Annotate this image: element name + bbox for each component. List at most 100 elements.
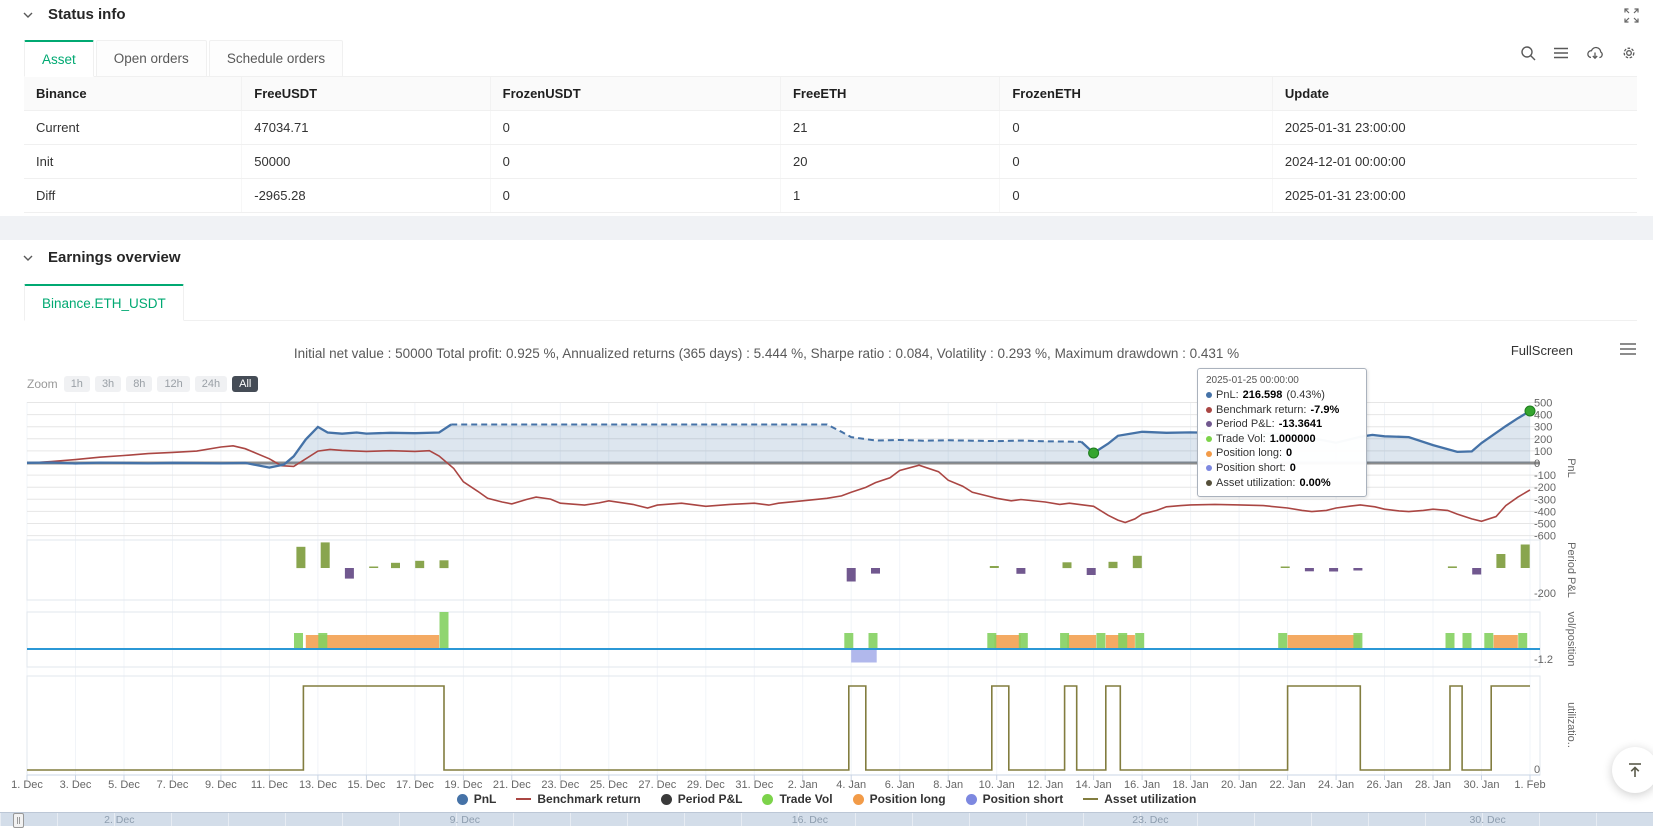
svg-text:utilizatio..: utilizatio.. xyxy=(1565,702,1577,748)
column-header-update: Update xyxy=(1272,77,1637,111)
status-table: Binance FreeUSDT FrozenUSDT FreeETH FrozenET… xyxy=(24,77,1637,213)
svg-text:20. Jan: 20. Jan xyxy=(1221,779,1257,790)
navigator-handle[interactable] xyxy=(13,813,24,828)
legend-item-position-short[interactable]: Position short xyxy=(965,792,1063,806)
table-row: Current 47034.71 0 21 0 2025-01-31 23:00:00 xyxy=(24,110,1637,145)
legend-item-trade-vol[interactable]: Trade Vol xyxy=(762,792,833,806)
gear-icon[interactable] xyxy=(1621,45,1637,61)
svg-text:200: 200 xyxy=(1534,434,1552,446)
earnings-tabbar-line xyxy=(24,284,1637,321)
cell: 2025-01-31 23:00:00 xyxy=(1272,110,1637,145)
svg-text:25. Dec: 25. Dec xyxy=(590,779,628,790)
zoom-button-all[interactable]: All xyxy=(232,376,259,392)
row-label[interactable]: Current xyxy=(24,110,243,145)
svg-text:-100: -100 xyxy=(1534,470,1556,482)
legend-item-position-long[interactable]: Position long xyxy=(852,792,946,806)
svg-text:8. Jan: 8. Jan xyxy=(933,779,963,790)
tooltip-row: Position long: 0 xyxy=(1206,446,1358,461)
svg-text:24. Jan: 24. Jan xyxy=(1318,779,1354,790)
chevron-down-icon[interactable] xyxy=(22,9,34,21)
svg-text:27. Dec: 27. Dec xyxy=(638,779,676,790)
zoom-button-3h[interactable]: 3h xyxy=(94,376,122,392)
expand-icon[interactable] xyxy=(1624,8,1639,23)
svg-text:16. Jan: 16. Jan xyxy=(1124,779,1160,790)
svg-text:18. Jan: 18. Jan xyxy=(1173,779,1209,790)
column-header-freeusdt: FreeUSDT xyxy=(241,77,491,111)
svg-text:15. Dec: 15. Dec xyxy=(347,779,385,790)
svg-text:26. Jan: 26. Jan xyxy=(1366,779,1402,790)
chart-menu-icon[interactable] xyxy=(1619,342,1637,356)
zoom-controls: Zoom 1h 3h 8h 12h 24h All xyxy=(27,376,259,392)
tab-binance-eth-usdt[interactable]: Binance.ETH_USDT xyxy=(24,284,184,321)
legend-item-benchmark-return[interactable]: Benchmark return xyxy=(516,792,641,806)
tooltip-row: Asset utilization: 0.00% xyxy=(1206,476,1358,491)
tooltip-series-dot-icon xyxy=(1206,479,1212,486)
tooltip-row: PnL: 216.598 (0.43%) xyxy=(1206,388,1358,403)
tooltip-series-dot-icon xyxy=(1206,465,1212,472)
svg-text:-600: -600 xyxy=(1534,531,1556,543)
cell: 0 xyxy=(490,178,781,213)
menu-icon[interactable] xyxy=(1553,45,1569,61)
svg-text:31. Dec: 31. Dec xyxy=(735,779,773,790)
tab-asset[interactable]: Asset xyxy=(24,40,94,77)
svg-text:0: 0 xyxy=(1534,764,1540,776)
tooltip-series-dot-icon xyxy=(1206,421,1212,428)
tooltip-row: Benchmark return: -7.9% xyxy=(1206,403,1358,418)
svg-text:21. Dec: 21. Dec xyxy=(493,779,531,790)
earnings-tabs: Binance.ETH_USDT xyxy=(24,284,186,321)
legend-dot-icon xyxy=(456,793,468,805)
svg-text:5. Dec: 5. Dec xyxy=(108,779,140,790)
legend-item-pnl[interactable]: PnL xyxy=(456,792,496,806)
svg-text:-1.2: -1.2 xyxy=(1534,654,1553,666)
svg-text:7. Dec: 7. Dec xyxy=(157,779,189,790)
legend-item-period-p-l[interactable]: Period P&L xyxy=(660,792,742,806)
tooltip-row: Position short: 0 xyxy=(1206,461,1358,476)
cell: 2025-01-31 23:00:00 xyxy=(1272,178,1637,213)
chart-tooltip: 2025-01-25 00:00:00 PnL: 216.598 (0.43%)… xyxy=(1197,368,1367,498)
svg-text:30. Jan: 30. Jan xyxy=(1463,779,1499,790)
chart-region: Initial net value : 50000 Total profit: … xyxy=(0,330,1653,828)
scroll-top-button[interactable] xyxy=(1612,747,1653,793)
row-label: Init xyxy=(24,144,243,179)
row-label: Diff xyxy=(24,178,243,213)
scroll-top-icon xyxy=(1629,763,1641,777)
legend-dot-icon xyxy=(762,793,774,805)
legend-line-icon xyxy=(516,798,532,800)
zoom-button-8h[interactable]: 8h xyxy=(126,376,153,392)
earnings-chart[interactable]: 5004003002001000-100-200-300-400-500-600… xyxy=(0,398,1653,790)
svg-text:19. Dec: 19. Dec xyxy=(444,779,482,790)
tab-schedule-orders[interactable]: Schedule orders xyxy=(208,40,344,77)
navigator-label: 2. Dec xyxy=(104,814,135,826)
search-icon[interactable] xyxy=(1520,45,1536,61)
cell: 50000 xyxy=(241,144,491,179)
table-row: Init 50000 0 20 0 2024-12-01 00:00:00 xyxy=(24,144,1637,179)
cell: 0 xyxy=(999,110,1273,145)
svg-text:12. Jan: 12. Jan xyxy=(1027,779,1063,790)
tab-open-orders[interactable]: Open orders xyxy=(95,40,207,77)
legend-label: Benchmark return xyxy=(537,792,641,806)
navigator-label: 9. Dec xyxy=(449,814,480,826)
status-info-title: Status info xyxy=(48,6,126,23)
zoom-button-12h[interactable]: 12h xyxy=(157,376,190,392)
cell: 0 xyxy=(999,144,1273,179)
zoom-button-24h[interactable]: 24h xyxy=(194,376,228,392)
cell: 20 xyxy=(780,144,1001,179)
svg-text:23. Dec: 23. Dec xyxy=(541,779,579,790)
cloud-download-icon[interactable] xyxy=(1586,45,1604,61)
tooltip-series-dot-icon xyxy=(1206,436,1212,443)
tooltip-timestamp: 2025-01-25 00:00:00 xyxy=(1206,375,1299,386)
zoom-button-1h[interactable]: 1h xyxy=(63,376,90,392)
legend-dot-icon xyxy=(852,793,864,805)
cell: 2024-12-01 00:00:00 xyxy=(1272,144,1637,179)
fullscreen-button[interactable]: FullScreen xyxy=(1510,343,1573,358)
legend-item-asset-utilization[interactable]: Asset utilization xyxy=(1083,792,1196,806)
svg-text:PnL: PnL xyxy=(1565,458,1577,478)
svg-text:-500: -500 xyxy=(1534,519,1556,531)
svg-text:vol/position: vol/position xyxy=(1565,611,1577,666)
table-toolbar xyxy=(1520,45,1637,61)
zoom-label: Zoom xyxy=(27,377,58,391)
chart-navigator[interactable]: 2. Dec 9. Dec 16. Dec 23. Dec 30. Dec xyxy=(0,812,1653,828)
svg-text:0: 0 xyxy=(1534,458,1540,470)
chevron-down-icon[interactable] xyxy=(22,252,34,264)
